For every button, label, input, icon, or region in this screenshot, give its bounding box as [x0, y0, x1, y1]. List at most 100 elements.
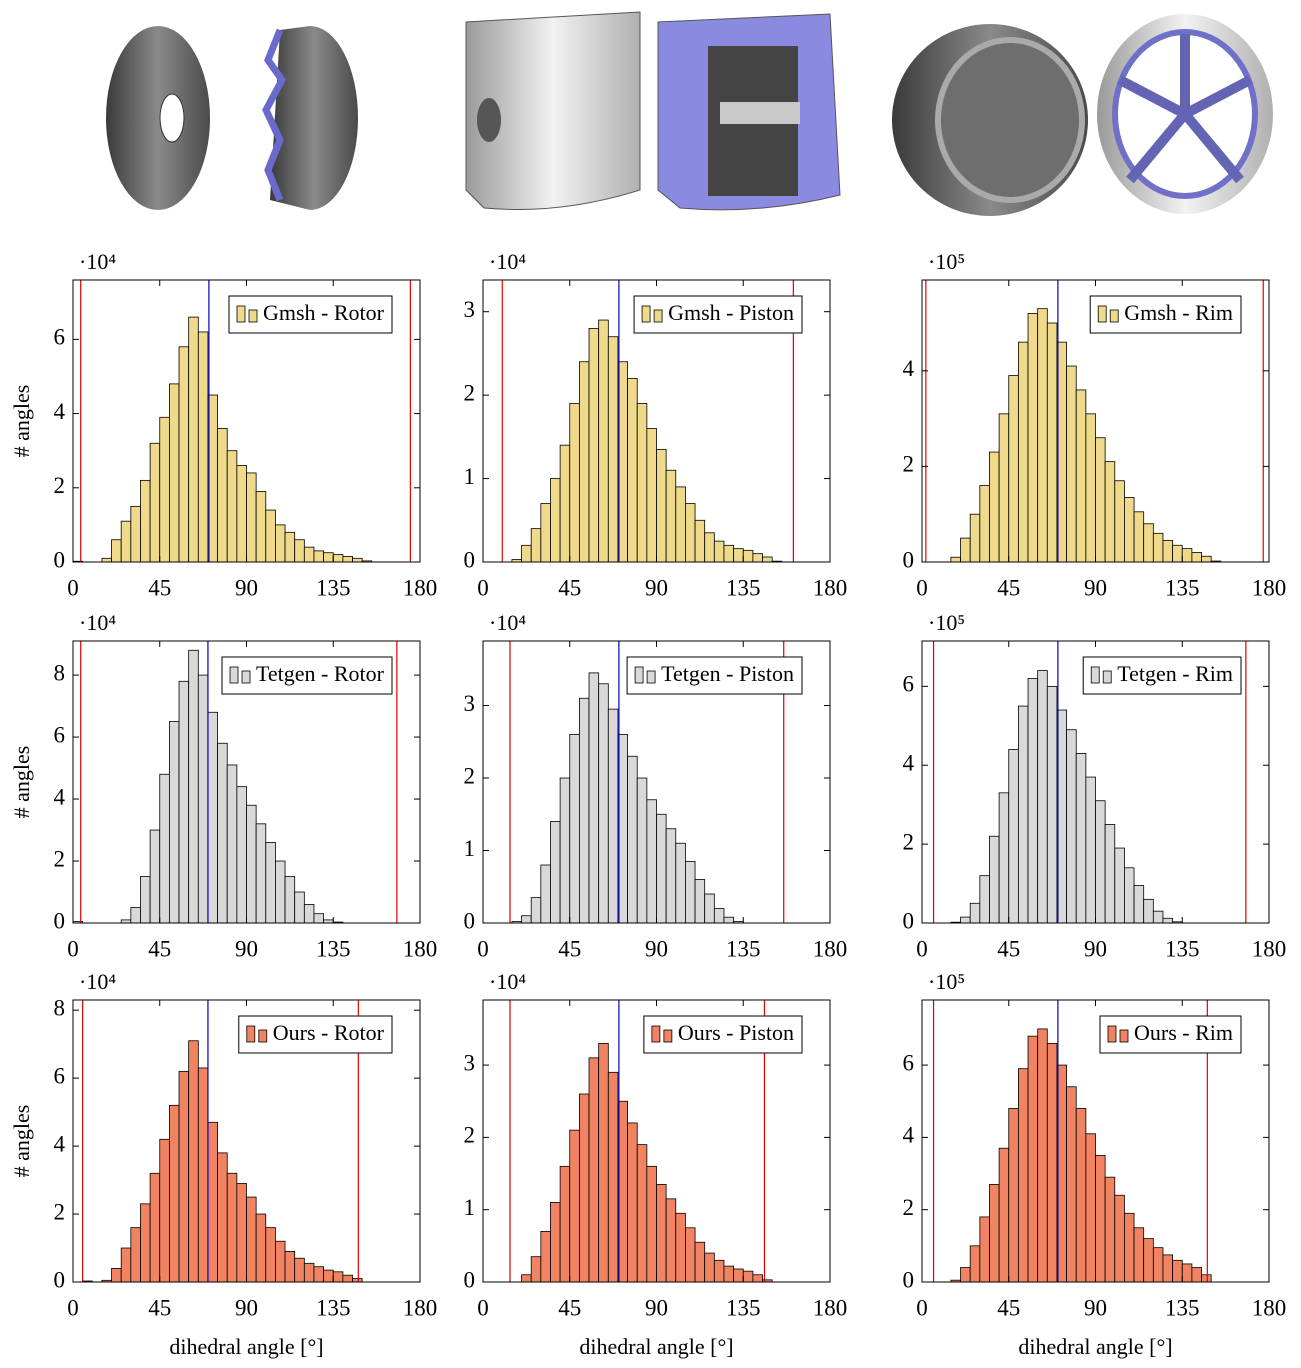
bar: [637, 403, 647, 562]
bar: [247, 805, 257, 923]
legend: Tetgen - Rim: [1083, 657, 1241, 694]
piston-cut-pin: [720, 102, 800, 124]
bar: [1173, 545, 1183, 562]
bar: [1018, 342, 1028, 562]
bar: [608, 1072, 618, 1282]
bar: [989, 836, 999, 923]
bar: [961, 538, 971, 562]
y-tick-label: 2: [903, 829, 915, 854]
x-tick-label: 45: [997, 1295, 1020, 1320]
y-tick-label: 2: [54, 473, 66, 498]
bar: [1047, 1043, 1057, 1282]
y-tick-label: 1: [464, 464, 476, 489]
y-tick-label: 0: [54, 908, 66, 933]
bar: [1018, 1069, 1028, 1282]
bar: [237, 1183, 247, 1282]
bar: [608, 709, 618, 923]
bar: [1192, 1268, 1202, 1282]
bar: [724, 1266, 734, 1282]
x-tick-label: 180: [813, 575, 848, 600]
bar: [1076, 390, 1086, 562]
bar: [1153, 1248, 1163, 1282]
legend-label: Ours - Rim: [1134, 1020, 1233, 1045]
x-tick-label: 90: [1084, 575, 1107, 600]
bar: [666, 470, 676, 562]
bar: [685, 504, 695, 562]
bar: [169, 1105, 179, 1282]
bar: [237, 466, 247, 562]
legend-swatch: [230, 667, 238, 683]
rotor-cut-model: [270, 26, 358, 210]
legend-swatch: [247, 1026, 255, 1042]
bar: [295, 540, 305, 562]
bar: [522, 1275, 532, 1282]
y-tick-label: 2: [54, 846, 66, 871]
bar: [705, 894, 715, 923]
bar: [1182, 1264, 1192, 1282]
y-tick-label: 2: [464, 1123, 476, 1148]
bar: [1144, 899, 1154, 923]
y-multiplier: ·10⁴: [79, 969, 116, 994]
bar: [208, 1122, 218, 1282]
bar: [599, 684, 609, 923]
y-tick-label: 8: [54, 660, 66, 685]
bar: [980, 486, 990, 562]
bar: [647, 429, 657, 562]
bar: [1038, 671, 1048, 923]
bar: [608, 337, 618, 562]
y-tick-label: 4: [903, 751, 915, 776]
bar: [333, 555, 343, 562]
bar: [970, 514, 980, 562]
bar: [1144, 1239, 1154, 1282]
bar: [1124, 497, 1134, 562]
bar: [743, 550, 753, 562]
y-tick-label: 3: [464, 1050, 476, 1075]
bar: [961, 917, 971, 923]
legend-label: Gmsh - Rim: [1124, 300, 1233, 325]
bar: [179, 347, 189, 562]
bar: [266, 842, 276, 923]
legend: Gmsh - Piston: [634, 296, 802, 333]
legend-swatch: [652, 1026, 660, 1042]
bar: [1202, 556, 1212, 562]
y-tick-label: 0: [903, 547, 915, 572]
bar: [989, 452, 999, 562]
bar: [1163, 918, 1173, 923]
bar: [724, 917, 734, 923]
y-tick-label: 2: [464, 763, 476, 788]
bar: [275, 525, 285, 562]
legend-swatch: [1110, 310, 1118, 322]
x-tick-label: 90: [645, 575, 668, 600]
bar: [1153, 911, 1163, 923]
y-tick-label: 4: [903, 1123, 915, 1148]
x-tick-label: 45: [148, 575, 171, 600]
bar: [531, 898, 541, 923]
bar: [256, 824, 266, 923]
y-tick-label: 2: [464, 380, 476, 405]
x-tick-label: 0: [67, 1295, 79, 1320]
bar: [189, 650, 199, 923]
x-axis-label: dihedral angle [°]: [169, 1334, 323, 1359]
bar: [714, 909, 724, 923]
chart: 045901351800123·10⁴Gmsh - Piston: [464, 249, 848, 600]
bar: [102, 558, 112, 562]
bar: [1038, 1029, 1048, 1282]
y-tick-label: 0: [903, 1267, 915, 1292]
bar: [570, 403, 580, 562]
bar: [961, 1268, 971, 1282]
bar: [560, 778, 570, 923]
x-tick-label: 180: [813, 1295, 848, 1320]
x-tick-label: 135: [1165, 1295, 1200, 1320]
y-tick-label: 4: [54, 399, 66, 424]
y-tick-label: 4: [54, 784, 66, 809]
bar: [999, 414, 1009, 562]
legend-swatch: [1103, 671, 1111, 683]
bar: [1182, 549, 1192, 562]
legend: Gmsh - Rotor: [229, 296, 392, 333]
y-tick-label: 2: [903, 1195, 915, 1220]
bar: [1124, 868, 1134, 923]
legend-swatch: [654, 310, 662, 322]
bar: [550, 479, 560, 562]
legend: Ours - Rotor: [239, 1016, 392, 1053]
legend-swatch: [249, 310, 257, 322]
